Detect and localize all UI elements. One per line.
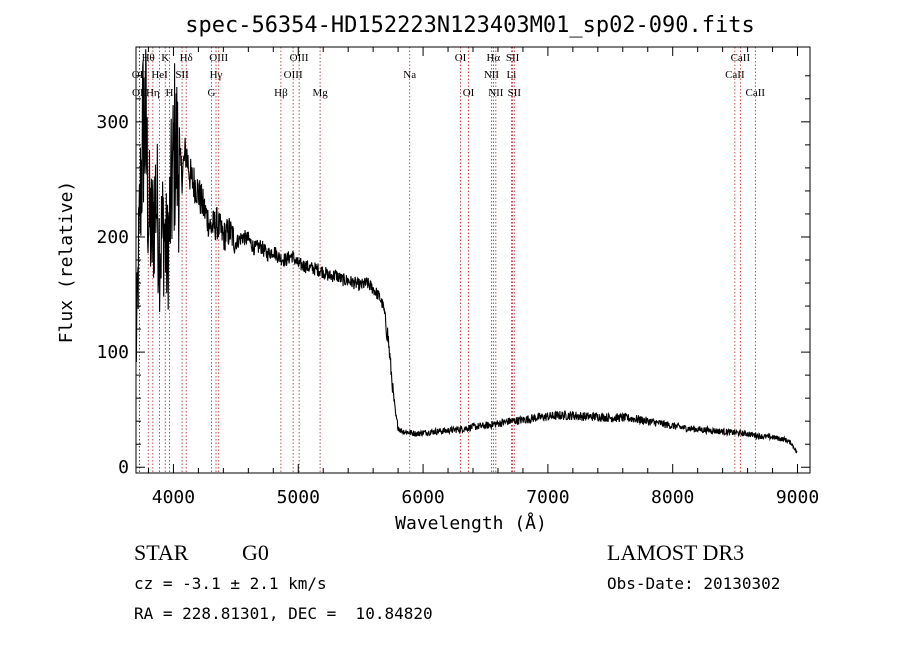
line-label-16: Na [403,69,416,81]
line-label-24: SII [508,87,522,99]
line-label-6: Hδ [180,52,193,64]
line-label-4: HeI [151,69,168,81]
redshift-value: cz = -3.1 ± 2.1 km/s [134,574,327,593]
line-label-7: SII [175,69,189,81]
y-tick-label-1: 100 [96,342,129,363]
x-tick-label-5: 9000 [776,487,819,508]
x-axis-ticks: 4000 5000 6000 7000 8000 9000 [147,47,819,508]
object-subclass: G0 [242,540,269,565]
y-axis-label: Flux (relative) [56,181,77,344]
line-label-27: CaII [746,87,766,99]
coordinates: RA = 228.81301, DEC = 10.84820 [134,604,433,623]
line-label-21: NII [488,87,504,99]
y-tick-label-3: 300 [96,112,129,133]
line-label-12: OIII [290,52,309,64]
line-label-15: Mg [312,87,328,99]
line-label-19: Hα [486,52,500,64]
line-label-23: Li [507,69,517,81]
chart-title: spec-56354-HD152223N123403M01_sp02-090.f… [185,13,755,38]
line-label-14: Hβ [274,87,288,99]
x-tick-label-4: 8000 [651,487,694,508]
y-tick-label-0: 0 [118,457,129,478]
spectrum-line [135,49,798,454]
line-label-17: OI [455,52,467,64]
line-label-22: SII [506,52,520,64]
line-label-13: OIII [284,69,303,81]
y-tick-label-2: 200 [96,227,129,248]
line-label-26: CaII [725,69,745,81]
x-axis-label: Wavelength (Å) [395,512,547,534]
x-tick-label-1: 5000 [277,487,320,508]
survey-name: LAMOST DR3 [607,540,744,565]
line-label-3: K [161,52,169,64]
spectral-line-markers [138,47,756,473]
line-label-10: Hγ [210,69,223,81]
line-label-25: CaII [731,52,751,64]
line-label-8: H [165,87,173,99]
line-label-18: OI [463,87,475,99]
line-label-20: NII [484,69,500,81]
line-label-0: Hθ [142,52,155,64]
x-tick-label-2: 6000 [401,487,444,508]
x-tick-label-3: 7000 [526,487,569,508]
x-tick-label-0: 4000 [152,487,195,508]
line-label-9: OIII [209,52,228,64]
y-axis-ticks: 0 100 200 300 [96,75,810,478]
line-label-5: Hη [146,87,160,99]
line-label-1: OII [132,69,148,81]
line-label-11: G [208,87,216,99]
observation-date: Obs-Date: 20130302 [607,574,780,593]
plot-frame [135,46,811,474]
object-class: STAR [134,540,189,565]
